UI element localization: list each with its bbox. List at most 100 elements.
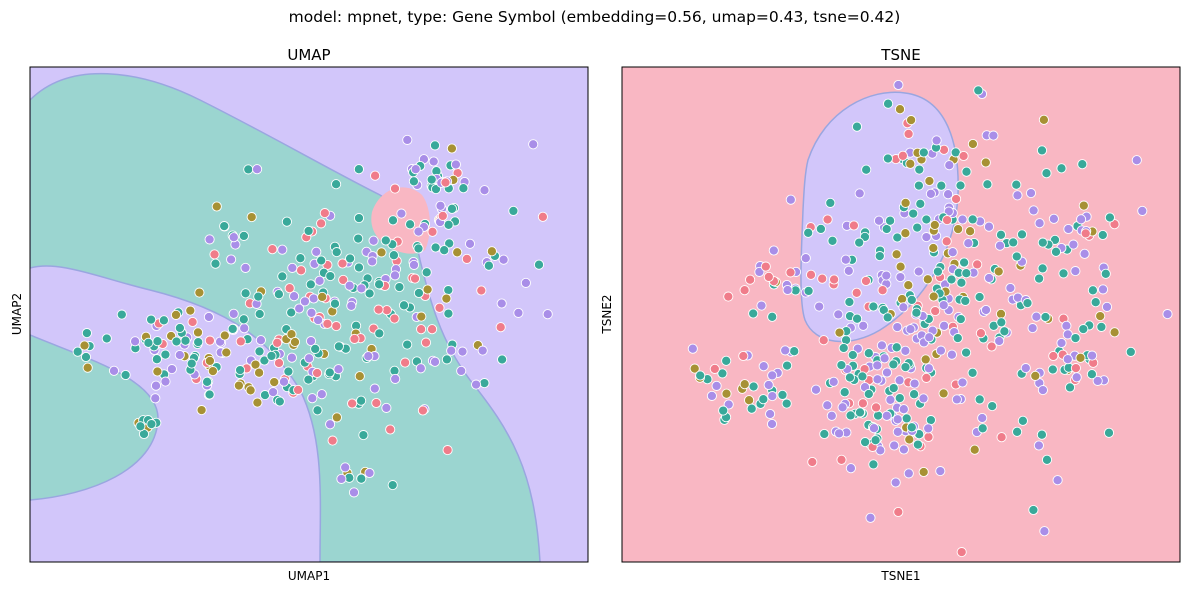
umap-point-class-a: [209, 249, 220, 260]
umap-ylabel: UMAP2: [10, 293, 24, 335]
umap-point-class-a: [371, 397, 382, 409]
tsne-point-class-d: [913, 266, 924, 277]
figure-suptitle: model: mpnet, type: Gene Symbol (embeddi…: [288, 8, 901, 26]
tsne-point-class-d: [890, 477, 901, 488]
umap-point-class-b: [246, 212, 257, 223]
tsne-point-class-d: [687, 343, 698, 354]
umap-point-class-c: [430, 242, 441, 253]
umap-point-class-d: [226, 254, 237, 265]
tsne-point-class-c: [803, 285, 814, 296]
tsne-point-class-d: [765, 408, 776, 420]
umap-point-class-b: [252, 397, 263, 408]
umap-point-class-d: [363, 351, 374, 362]
tsne-point-class-a: [738, 350, 749, 362]
tsne-point-class-d: [1070, 266, 1081, 277]
tsne-point-class-a: [785, 267, 796, 278]
tsne-point-class-c: [913, 180, 924, 191]
tsne-point-class-d: [1025, 188, 1037, 199]
umap-point-class-d: [446, 345, 457, 356]
umap-point-class-c: [219, 221, 230, 232]
umap-point-class-d: [498, 254, 509, 265]
tsne-point-class-c: [932, 266, 943, 277]
umap-point-class-d: [166, 364, 177, 375]
tsne-point-class-c: [1100, 268, 1111, 279]
tsne-point-class-c: [854, 407, 866, 418]
tsne-point-class-b: [920, 354, 931, 365]
tsne-point-class-d: [837, 402, 848, 413]
umap-point-class-a: [437, 210, 448, 221]
tsne-point-class-b: [1109, 327, 1120, 338]
umap-point-class-c: [483, 260, 494, 271]
tsne-point-class-a: [817, 273, 828, 284]
umap-point-class-c: [497, 354, 508, 365]
umap-point-class-d: [150, 380, 162, 391]
tsne-point-class-d: [894, 375, 905, 386]
tsne-point-class-c: [1012, 426, 1023, 437]
umap-point-class-b: [82, 362, 93, 373]
umap-point-class-c: [180, 335, 191, 346]
tsne-point-class-c: [888, 359, 899, 370]
umap-point-class-d: [333, 364, 344, 375]
tsne-point-class-d: [754, 266, 765, 277]
tsne-point-class-c: [718, 405, 729, 416]
umap-point-class-d: [311, 246, 322, 257]
tsne-point-class-d: [903, 468, 914, 479]
umap-point-class-a: [389, 313, 400, 324]
tsne-point-class-c: [967, 367, 978, 378]
umap-point-class-c: [116, 309, 127, 320]
tsne-point-class-d: [935, 466, 946, 477]
umap-point-class-c: [479, 378, 490, 389]
tsne-point-class-a: [836, 454, 847, 465]
tsne-point-class-b: [929, 219, 940, 231]
umap-point-class-b: [221, 347, 232, 358]
tsne-point-class-a: [877, 285, 888, 296]
tsne-point-class-d: [1092, 375, 1103, 386]
tsne-point-class-d: [885, 394, 896, 405]
tsne-point-class-c: [1017, 415, 1028, 426]
tsne-point-class-a: [822, 214, 833, 225]
umap-point-class-c: [305, 279, 316, 290]
tsne-point-class-b: [993, 266, 1004, 277]
umap-point-class-c: [303, 225, 314, 236]
tsne-point-class-c: [1096, 321, 1107, 332]
umap-point-class-c: [151, 354, 162, 365]
tsne-point-class-a: [923, 431, 934, 443]
tsne-point-class-c: [767, 311, 778, 322]
tsne-point-class-a: [996, 432, 1007, 443]
umap-point-class-c: [408, 176, 419, 187]
tsne-point-class-d: [843, 265, 854, 276]
tsne-point-class-c: [955, 180, 966, 191]
tsne-point-class-c: [819, 428, 830, 440]
umap-point-class-c: [266, 350, 277, 361]
tsne-point-class-c: [982, 179, 993, 190]
umap-point-class-c: [358, 430, 369, 441]
umap-point-class-b: [207, 366, 218, 377]
tsne-point-class-d: [785, 194, 796, 205]
umap-point-class-d: [240, 262, 251, 273]
tsne-point-class-d: [935, 345, 946, 356]
tsne-point-class-c: [912, 222, 923, 233]
tsne-point-class-a: [805, 269, 817, 280]
tsne-point-class-c: [1034, 273, 1045, 284]
umap-point-class-b: [317, 291, 328, 302]
tsne-point-class-d: [895, 272, 906, 283]
tsne-point-class-c: [781, 398, 792, 409]
tsne-point-class-d: [1071, 372, 1082, 383]
umap-point-class-c: [380, 235, 391, 246]
umap-point-class-d: [415, 363, 426, 374]
tsne-point-class-a: [760, 261, 771, 272]
tsne-point-class-c: [838, 342, 849, 354]
tsne-point-class-d: [872, 360, 883, 371]
umap-point-class-b: [204, 355, 215, 366]
umap-point-class-d: [344, 280, 355, 291]
tsne-point-class-d: [876, 340, 887, 351]
tsne-point-class-c: [863, 388, 874, 400]
tsne-point-class-d: [925, 188, 936, 199]
tsne-point-class-c: [925, 415, 936, 426]
umap-point-class-d: [457, 346, 468, 357]
umap-point-class-c: [135, 421, 146, 432]
umap-point-class-d: [396, 208, 407, 219]
umap-point-class-d: [542, 309, 553, 320]
tsne-point-class-b: [905, 158, 916, 169]
tsne-point-class-d: [924, 332, 935, 343]
